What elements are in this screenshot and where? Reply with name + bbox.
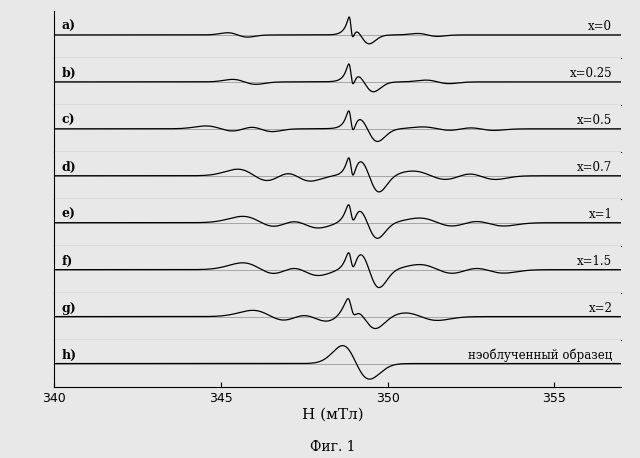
Text: a): a) (61, 20, 76, 33)
Text: x=0.25: x=0.25 (570, 67, 612, 80)
Text: нэоблученный образец: нэоблученный образец (468, 349, 612, 362)
Text: f): f) (61, 255, 72, 267)
Text: g): g) (61, 301, 76, 315)
Text: c): c) (61, 114, 75, 127)
Text: x=0.5: x=0.5 (577, 114, 612, 127)
Text: d): d) (61, 161, 76, 174)
Text: Н (мТл): Н (мТл) (302, 408, 364, 421)
Text: e): e) (61, 207, 75, 221)
Text: b): b) (61, 67, 76, 80)
Text: h): h) (61, 349, 76, 361)
Text: x=0: x=0 (588, 20, 612, 33)
Text: x=1.5: x=1.5 (577, 255, 612, 267)
Text: Фиг. 1: Фиг. 1 (310, 440, 356, 453)
Text: x=0.7: x=0.7 (577, 161, 612, 174)
Text: x=1: x=1 (588, 207, 612, 221)
Text: x=2: x=2 (588, 301, 612, 315)
